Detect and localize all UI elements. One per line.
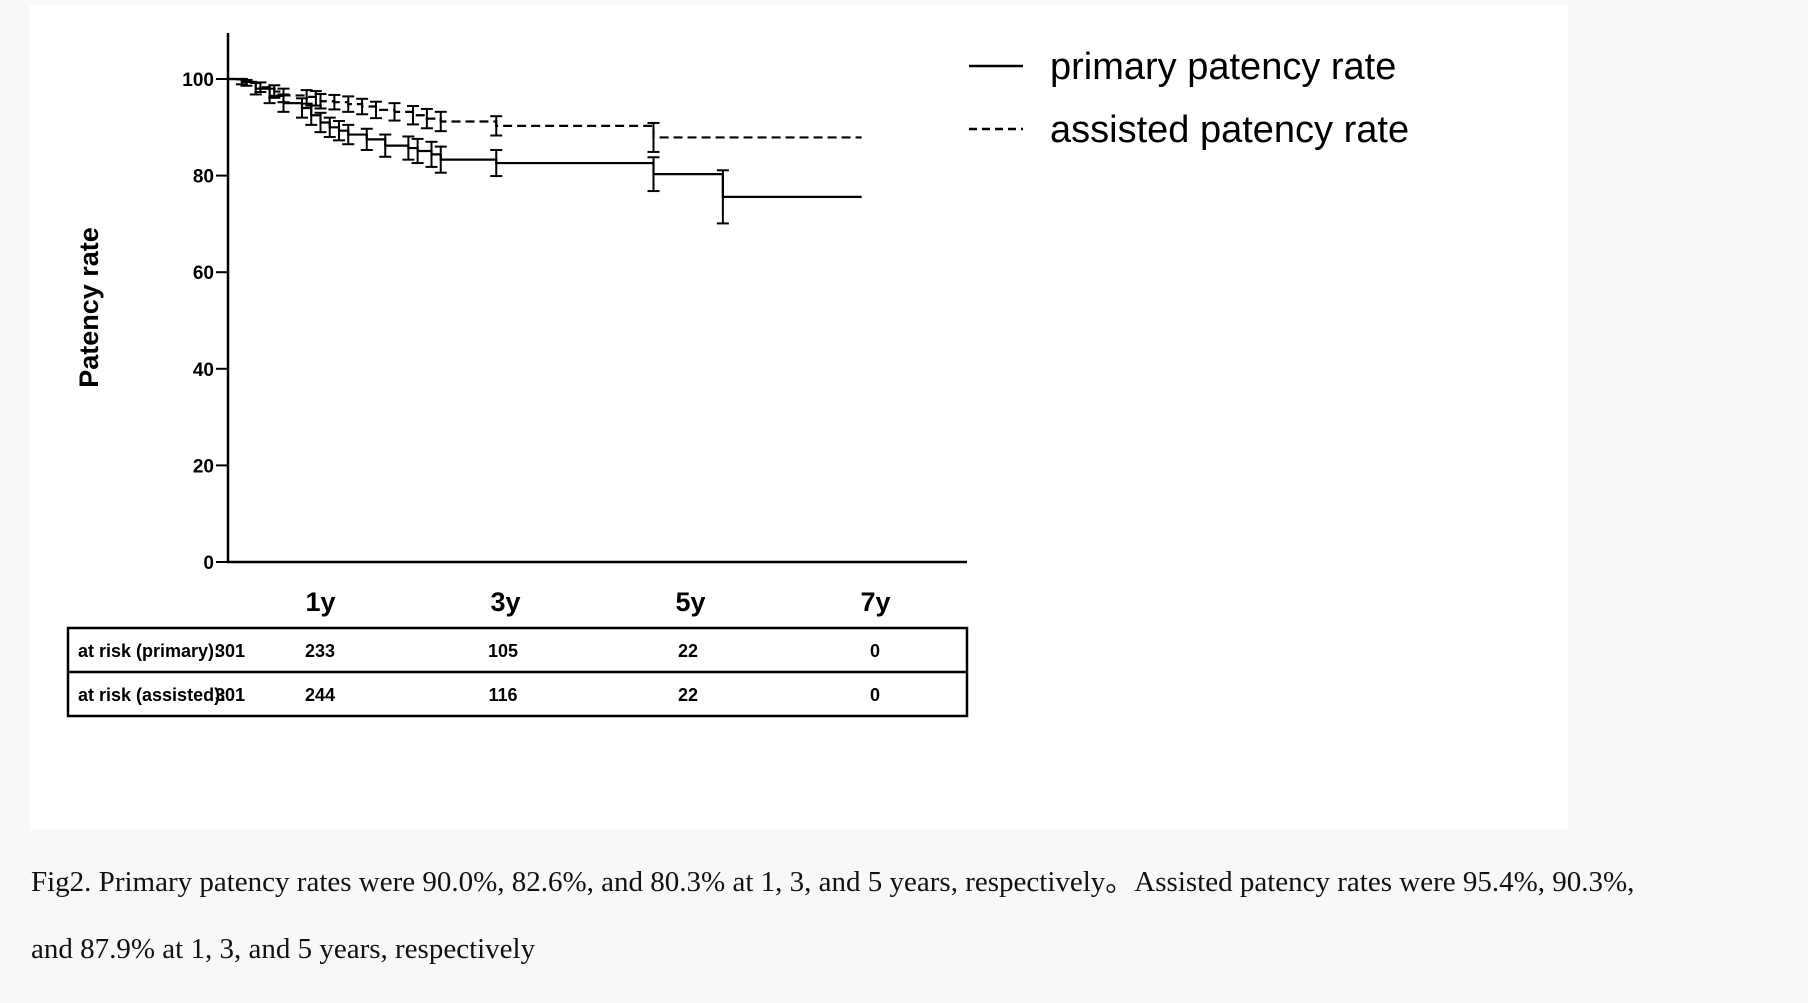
- legend-label: assisted patency rate: [1050, 109, 1409, 151]
- y-tick-label: 0: [203, 553, 214, 574]
- x-tick-label: 7y: [860, 587, 890, 617]
- risk-cell: 0: [870, 641, 880, 661]
- risk-cell: 22: [678, 641, 698, 661]
- risk-row-label: at risk (primary):: [78, 641, 220, 661]
- risk-row-label: at risk (assisted):: [78, 685, 226, 705]
- risk-cell: 22: [678, 685, 698, 705]
- figure-caption-line-1: Fig2. Primary patency rates were 90.0%, …: [31, 866, 1635, 898]
- km-chart: 0 20 40 60 80 100 Patency rate 1y 3y 5y 7y primary …: [66, 33, 1409, 718]
- x-tick-label: 1y: [305, 587, 335, 617]
- risk-cell: 301: [215, 685, 245, 705]
- x-tick-label: 5y: [675, 587, 705, 617]
- y-axis-label: Patency rate: [74, 227, 104, 388]
- y-tick-label: 20: [193, 456, 214, 477]
- y-tick-label: 80: [193, 167, 214, 188]
- risk-cell: 116: [488, 685, 517, 705]
- risk-cell: 233: [305, 641, 335, 661]
- figure-caption-line-2: and 87.9% at 1, 3, and 5 years, respecti…: [31, 933, 536, 965]
- risk-cell: 0: [870, 685, 880, 705]
- legend-label: primary patency rate: [1050, 46, 1396, 88]
- primary-patency-line: [228, 77, 862, 198]
- y-tick-label: 40: [193, 360, 214, 381]
- risk-cell: 244: [305, 685, 335, 705]
- x-tick-label: 3y: [490, 587, 520, 617]
- figure-panel: 0 20 40 60 80 100 Patency rate 1y 3y 5y 7y primary …: [30, 5, 1568, 830]
- risk-cell: 105: [488, 641, 518, 661]
- y-tick-label: 60: [193, 263, 214, 284]
- risk-cell: 301: [215, 641, 245, 661]
- y-tick-label: 100: [182, 70, 214, 91]
